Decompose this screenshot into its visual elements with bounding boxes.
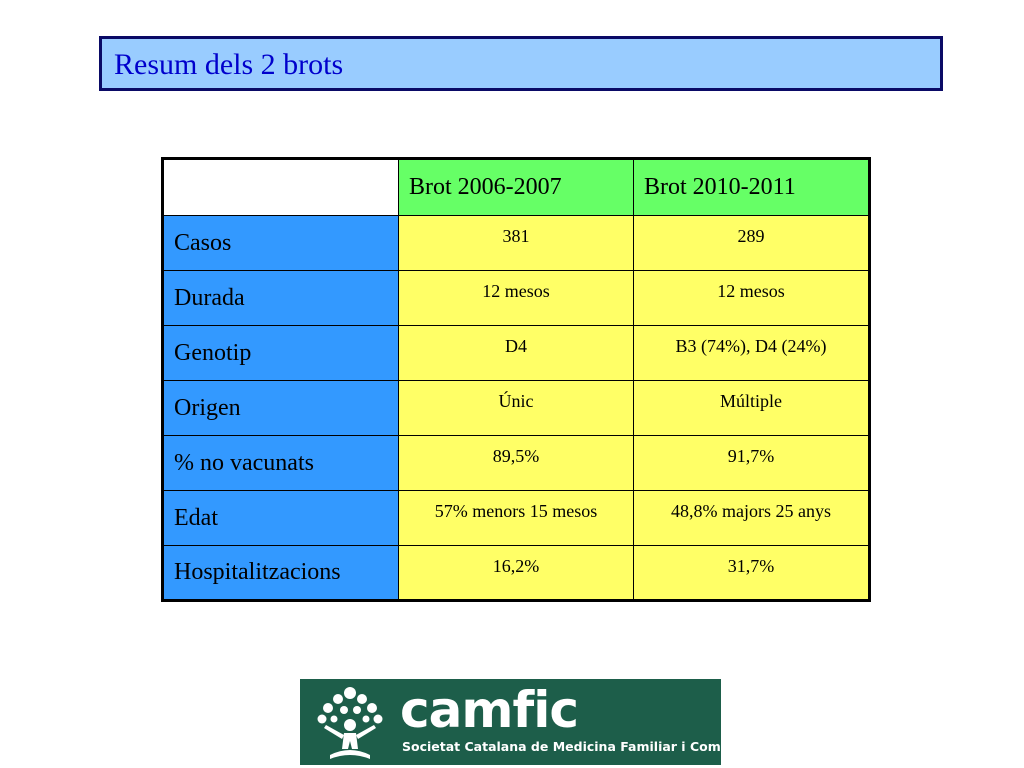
table-row: Casos 381 289 bbox=[162, 215, 870, 271]
column-header: Brot 2006-2007 bbox=[398, 158, 634, 216]
table-row: Origen Únic Múltiple bbox=[162, 380, 870, 436]
table-cell: 16,2% bbox=[398, 545, 634, 601]
column-header: Brot 2010-2011 bbox=[633, 158, 870, 216]
logo-wordmark: camfic bbox=[400, 681, 579, 739]
table-cell: 57% menors 15 mesos bbox=[398, 490, 634, 546]
table-cell: 91,7% bbox=[633, 435, 870, 491]
table-row: Durada 12 mesos 12 mesos bbox=[162, 270, 870, 326]
row-label: Durada bbox=[162, 270, 399, 326]
table-cell: D4 bbox=[398, 325, 634, 381]
table-cell: B3 (74%), D4 (24%) bbox=[633, 325, 870, 381]
table-row: % no vacunats 89,5% 91,7% bbox=[162, 435, 870, 491]
table-row: Genotip D4 B3 (74%), D4 (24%) bbox=[162, 325, 870, 381]
table-cell: 48,8% majors 25 anys bbox=[633, 490, 870, 546]
row-label: Casos bbox=[162, 215, 399, 271]
row-label: Genotip bbox=[162, 325, 399, 381]
table-row: Hospitalitzacions 16,2% 31,7% bbox=[162, 545, 870, 601]
title-banner: Resum dels 2 brots bbox=[99, 36, 943, 91]
table-corner-cell bbox=[162, 158, 399, 216]
table-cell: 12 mesos bbox=[633, 270, 870, 326]
table-cell: Múltiple bbox=[633, 380, 870, 436]
summary-table: Brot 2006-2007 Brot 2010-2011 Casos 381 … bbox=[161, 157, 871, 602]
page-title: Resum dels 2 brots bbox=[114, 48, 344, 81]
table-cell: 12 mesos bbox=[398, 270, 634, 326]
table-row: Edat 57% menors 15 mesos 48,8% majors 25… bbox=[162, 490, 870, 546]
row-label: Origen bbox=[162, 380, 399, 436]
table-cell: Únic bbox=[398, 380, 634, 436]
camfic-logo: camfic Societat Catalana de Medicina Fam… bbox=[300, 679, 721, 765]
row-label: % no vacunats bbox=[162, 435, 399, 491]
logo-subtitle: Societat Catalana de Medicina Familiar i… bbox=[402, 739, 721, 754]
table-cell: 31,7% bbox=[633, 545, 870, 601]
tree-person-icon bbox=[317, 687, 383, 759]
table-cell: 381 bbox=[398, 215, 634, 271]
row-label: Hospitalitzacions bbox=[162, 545, 399, 601]
table-cell: 89,5% bbox=[398, 435, 634, 491]
table-cell: 289 bbox=[633, 215, 870, 271]
row-label: Edat bbox=[162, 490, 399, 546]
table-header-row: Brot 2006-2007 Brot 2010-2011 bbox=[162, 158, 870, 216]
